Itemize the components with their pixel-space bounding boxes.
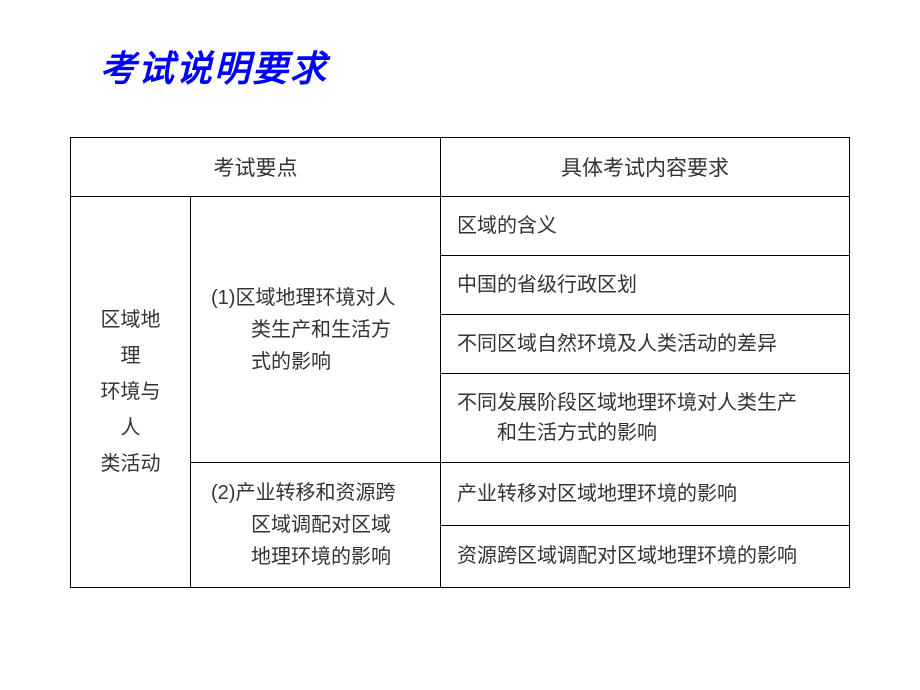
content-cell: 不同发展阶段区域地理环境对人类生产 和生活方式的影响 xyxy=(441,374,850,463)
page-title: 考试说明要求 xyxy=(100,40,850,92)
category-cell: 区域地 理 环境与 人 类活动 xyxy=(71,197,191,588)
subcategory-1: (1)区域地理环境对人 类生产和生活方 式的影响 xyxy=(191,197,441,463)
content-cell: 产业转移对区域地理环境的影响 xyxy=(441,463,850,526)
header-col1: 考试要点 xyxy=(71,138,441,197)
content-cell: 资源跨区域调配对区域地理环境的影响 xyxy=(441,525,850,588)
header-col2: 具体考试内容要求 xyxy=(441,138,850,197)
content-cell: 区域的含义 xyxy=(441,197,850,256)
header-row: 考试要点 具体考试内容要求 xyxy=(71,138,850,197)
exam-table: 考试要点 具体考试内容要求 区域地 理 环境与 人 类活动 (1)区域地理环境对… xyxy=(70,137,850,588)
content-cell: 中国的省级行政区划 xyxy=(441,256,850,315)
data-row: 区域地 理 环境与 人 类活动 (1)区域地理环境对人 类生产和生活方 式的影响… xyxy=(71,197,850,256)
content-cell: 不同区域自然环境及人类活动的差异 xyxy=(441,315,850,374)
subcategory-2: (2)产业转移和资源跨 区域调配对区域 地理环境的影响 xyxy=(191,463,441,588)
